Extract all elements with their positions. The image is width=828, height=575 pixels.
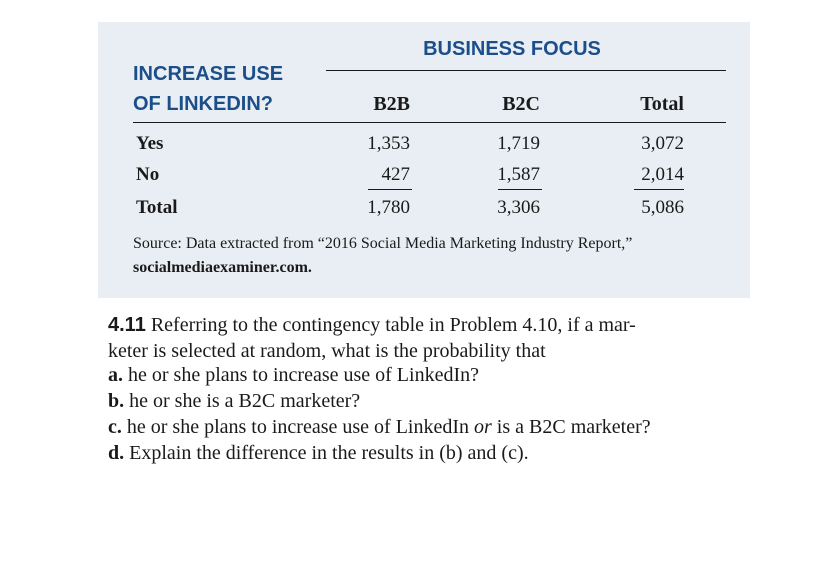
column-header-b2c: B2C bbox=[502, 93, 540, 115]
sum-rule-b2b bbox=[368, 189, 412, 190]
source-site: socialmediaexaminer.com. bbox=[133, 259, 312, 276]
item-text: he or she plans to increase use of Linke… bbox=[123, 364, 479, 386]
row-label-no: No bbox=[136, 164, 160, 185]
source-note: Source: Data extracted from “2016 Social… bbox=[133, 232, 733, 280]
cell-yes-b2c: 1,719 bbox=[497, 133, 540, 154]
problem-item-b: b. he or she is a B2C marketer? bbox=[108, 390, 360, 413]
cell-total-total: 5,086 bbox=[641, 197, 684, 218]
row-label-yes: Yes bbox=[136, 133, 164, 154]
column-header-total: Total bbox=[640, 93, 684, 115]
row-header-line2: OF LINKEDIN? bbox=[133, 93, 273, 115]
group-header-rule bbox=[326, 70, 726, 71]
problem-intro-line2: keter is selected at random, what is the… bbox=[108, 340, 546, 362]
row-label-total: Total bbox=[136, 197, 178, 218]
problem-intro-line1: Referring to the contingency table in Pr… bbox=[145, 314, 636, 336]
item-text-em: or bbox=[474, 416, 492, 438]
cell-total-b2b: 1,780 bbox=[367, 197, 410, 218]
item-label: c. bbox=[108, 416, 122, 438]
item-text-after: is a B2C marketer? bbox=[491, 416, 651, 438]
problem-item-c: c. he or she plans to increase use of Li… bbox=[108, 416, 651, 439]
source-text: Source: Data extracted from “2016 Social… bbox=[133, 235, 633, 252]
item-label: b. bbox=[108, 390, 125, 412]
item-text: he or she is a B2C marketer? bbox=[124, 390, 361, 412]
problem-item-a: a. he or she plans to increase use of Li… bbox=[108, 364, 479, 387]
header-rule bbox=[133, 122, 726, 123]
cell-total-b2c: 3,306 bbox=[497, 197, 540, 218]
item-label: d. bbox=[108, 442, 125, 464]
cell-no-total: 2,014 bbox=[641, 164, 684, 185]
problem-intro: 4.11 Referring to the contingency table … bbox=[108, 312, 758, 364]
cell-yes-total: 3,072 bbox=[641, 133, 684, 154]
item-label: a. bbox=[108, 364, 123, 386]
group-header: BUSINESS FOCUS bbox=[423, 38, 601, 60]
item-text: Explain the difference in the results in… bbox=[124, 442, 529, 464]
row-header-line1: INCREASE USE bbox=[133, 63, 284, 85]
cell-no-b2c: 1,587 bbox=[497, 164, 540, 185]
cell-no-b2b: 427 bbox=[381, 164, 411, 185]
item-text-before: he or she plans to increase use of Linke… bbox=[121, 416, 474, 438]
problem-item-d: d. Explain the difference in the results… bbox=[108, 442, 529, 465]
table-panel bbox=[98, 22, 750, 298]
column-header-b2b: B2B bbox=[373, 93, 410, 115]
sum-rule-b2c bbox=[498, 189, 542, 190]
problem-number: 4.11 bbox=[108, 314, 146, 336]
sum-rule-total bbox=[634, 189, 684, 190]
cell-yes-b2b: 1,353 bbox=[367, 133, 410, 154]
